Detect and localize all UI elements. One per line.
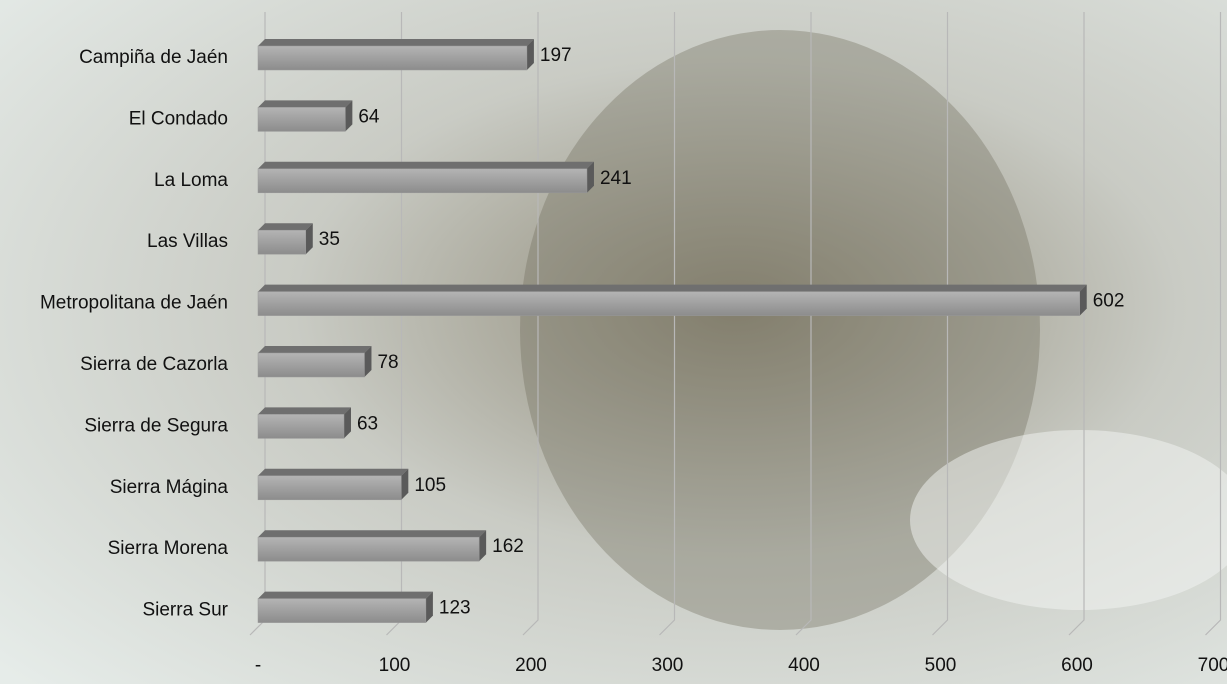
bar-side <box>425 591 433 623</box>
x-tick-label: 500 <box>925 655 957 676</box>
bar-side <box>364 346 372 377</box>
bar <box>257 107 346 132</box>
bar-side <box>345 100 353 132</box>
bar <box>257 291 1080 316</box>
value-label: 162 <box>492 536 524 557</box>
bar-top <box>258 100 353 108</box>
x-tick-label: 400 <box>788 655 820 676</box>
value-label: 64 <box>358 106 380 127</box>
bar-top <box>258 346 372 353</box>
value-label: 35 <box>319 229 340 250</box>
value-label: 123 <box>439 598 471 619</box>
bar <box>257 45 528 71</box>
y-tick-label: Sierra Morena <box>108 538 229 559</box>
bar-top <box>258 284 1087 292</box>
grid-line <box>1068 12 1085 636</box>
value-label: 63 <box>357 413 378 434</box>
y-tick-label: Metropolitana de Jaén <box>40 293 228 314</box>
background-shape <box>520 30 1040 630</box>
background-shape <box>910 430 1227 610</box>
x-tick-label: - <box>255 655 261 676</box>
bar-side <box>401 468 409 500</box>
bar-top <box>258 223 313 231</box>
bar-top <box>258 407 351 415</box>
y-tick-label: Sierra de Cazorla <box>80 354 228 375</box>
y-tick-label: Sierra Sur <box>142 600 228 621</box>
bar-top <box>258 591 433 599</box>
x-tick-label: 300 <box>652 655 684 676</box>
bar-side <box>526 39 534 70</box>
grid-line <box>522 12 539 636</box>
x-tick-label: 200 <box>515 655 547 676</box>
bar-top <box>258 468 409 476</box>
value-label: 197 <box>540 45 572 66</box>
y-tick-label: El Condado <box>129 108 228 129</box>
value-label: 241 <box>600 168 632 189</box>
bar-top <box>258 39 534 46</box>
bar-side <box>1079 284 1087 316</box>
grid-line <box>932 12 949 636</box>
bar-side <box>305 223 313 255</box>
bar <box>257 168 588 194</box>
bar-side <box>479 530 487 562</box>
y-tick-label: Campiña de Jaén <box>79 47 228 68</box>
value-label: 78 <box>377 352 398 373</box>
x-tick-label: 700 <box>1198 655 1227 676</box>
bar-top <box>258 530 487 538</box>
y-tick-label: Las Villas <box>147 231 228 252</box>
grid-line <box>659 12 676 636</box>
bar <box>257 475 402 501</box>
bar <box>257 598 427 623</box>
y-tick-label: Sierra de Segura <box>84 415 228 436</box>
bar <box>257 536 480 562</box>
bar-side <box>586 161 594 193</box>
grid-line <box>795 12 812 636</box>
y-tick-label: Sierra Mágina <box>110 477 229 498</box>
y-tick-label: La Loma <box>154 170 228 191</box>
bar <box>257 414 345 439</box>
x-tick-label: 600 <box>1061 655 1093 676</box>
value-label: 602 <box>1093 291 1125 312</box>
bar-top <box>258 161 594 169</box>
bar-side <box>343 407 351 439</box>
grid-line <box>1205 12 1222 636</box>
value-label: 105 <box>414 475 446 496</box>
x-tick-label: 100 <box>379 655 411 676</box>
bar <box>257 352 365 378</box>
bar <box>257 229 307 255</box>
